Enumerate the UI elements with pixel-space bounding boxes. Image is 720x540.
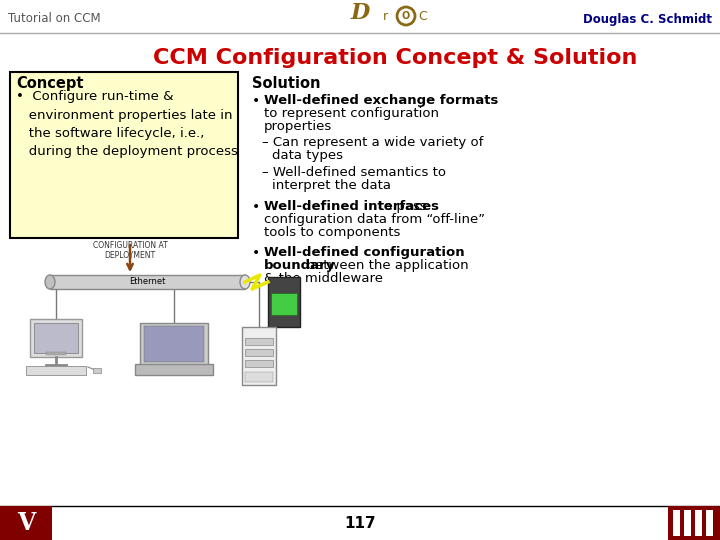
- Text: Well-defined configuration: Well-defined configuration: [264, 246, 464, 259]
- Bar: [684, 510, 691, 536]
- Text: boundary: boundary: [264, 259, 336, 272]
- Text: to represent configuration: to represent configuration: [264, 107, 439, 120]
- Text: – Can represent a wide variety of: – Can represent a wide variety of: [262, 136, 483, 149]
- Bar: [26, 366, 86, 375]
- Bar: [268, 277, 300, 327]
- Bar: [46, 352, 66, 355]
- Bar: [140, 323, 208, 365]
- Text: data types: data types: [272, 149, 343, 162]
- Bar: [50, 275, 245, 289]
- Text: – Well-defined semantics to: – Well-defined semantics to: [262, 166, 446, 179]
- Bar: [271, 293, 297, 315]
- Text: Well-defined exchange formats: Well-defined exchange formats: [264, 94, 498, 107]
- Bar: [668, 506, 720, 540]
- Text: O: O: [402, 11, 410, 21]
- Text: V: V: [17, 511, 35, 535]
- Bar: [10, 72, 238, 238]
- Bar: [30, 319, 82, 357]
- Text: Concept: Concept: [16, 76, 84, 91]
- Text: 117: 117: [344, 516, 376, 530]
- Text: Solution: Solution: [252, 76, 320, 91]
- Bar: [245, 372, 273, 382]
- Text: configuration data from “off-line”: configuration data from “off-line”: [264, 213, 485, 226]
- Bar: [245, 360, 273, 367]
- Bar: [144, 326, 204, 362]
- Ellipse shape: [45, 275, 55, 289]
- Text: to pass: to pass: [264, 200, 427, 213]
- Bar: [93, 368, 101, 373]
- Text: interpret the data: interpret the data: [272, 179, 391, 192]
- Text: Tutorial on CCM: Tutorial on CCM: [8, 12, 101, 25]
- Text: •: •: [252, 246, 260, 260]
- Text: Ethernet: Ethernet: [130, 278, 166, 287]
- Text: •: •: [252, 200, 260, 214]
- Text: CCM Configuration Concept & Solution: CCM Configuration Concept & Solution: [153, 48, 637, 68]
- Text: CONFIGURATION AT
DEPLOYMENT: CONFIGURATION AT DEPLOYMENT: [93, 241, 167, 260]
- Text: •: •: [252, 94, 260, 108]
- Bar: [34, 323, 78, 353]
- Bar: [135, 364, 213, 375]
- Text: tools to components: tools to components: [264, 226, 400, 239]
- Bar: [242, 327, 276, 385]
- Bar: [245, 349, 273, 356]
- Text: properties: properties: [264, 120, 332, 133]
- Text: Well-defined interfaces: Well-defined interfaces: [264, 200, 439, 213]
- Ellipse shape: [240, 275, 250, 289]
- Text: C: C: [418, 10, 428, 24]
- Text: •  Configure run-time &
   environment properties late in
   the software lifecy: • Configure run-time & environment prope…: [16, 90, 238, 159]
- Text: & the middleware: & the middleware: [264, 272, 383, 285]
- Text: Douglas C. Schmidt: Douglas C. Schmidt: [583, 12, 712, 25]
- Bar: [706, 510, 713, 536]
- Text: r: r: [382, 10, 387, 24]
- Bar: [0, 506, 52, 540]
- Bar: [245, 338, 273, 345]
- Text: D: D: [351, 2, 369, 24]
- Bar: [673, 510, 680, 536]
- Text: between the application: between the application: [264, 259, 469, 272]
- Bar: [695, 510, 702, 536]
